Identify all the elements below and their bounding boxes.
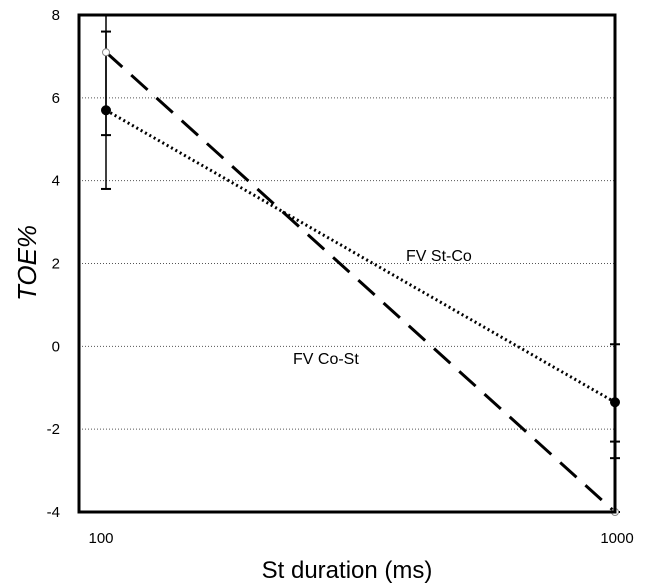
series-layer (101, 14, 620, 516)
y-tick-label: 8 (52, 7, 60, 24)
y-tick-label: -4 (47, 504, 60, 521)
y-tick-label: 2 (52, 256, 60, 273)
series-fv-co-st (101, 14, 620, 516)
annotation-fv-co-st: FV Co-St (293, 351, 359, 368)
x-tick-label: 100 (88, 530, 113, 547)
x-tick-label: 1000 (600, 530, 633, 547)
y-tick-label: 6 (52, 90, 60, 107)
data-point (102, 48, 110, 57)
series-line (104, 51, 617, 514)
y-axis-title: TOE% (12, 225, 42, 301)
grid-lines (79, 97, 615, 430)
y-tick-label: 4 (52, 173, 60, 190)
annotation-fv-st-co: FV St-Co (406, 248, 472, 265)
plot-frame (77, 13, 617, 514)
x-tick-labels: 100 1000 (88, 530, 633, 547)
y-tick-label: -2 (47, 421, 60, 438)
series-fv-st-co (101, 30, 620, 460)
x-axis-title: St duration (ms) (262, 557, 433, 584)
series-line (105, 108, 616, 404)
y-tick-label: 0 (52, 338, 60, 355)
y-tick-labels: 8 6 4 2 0 -2 -4 (47, 7, 60, 521)
